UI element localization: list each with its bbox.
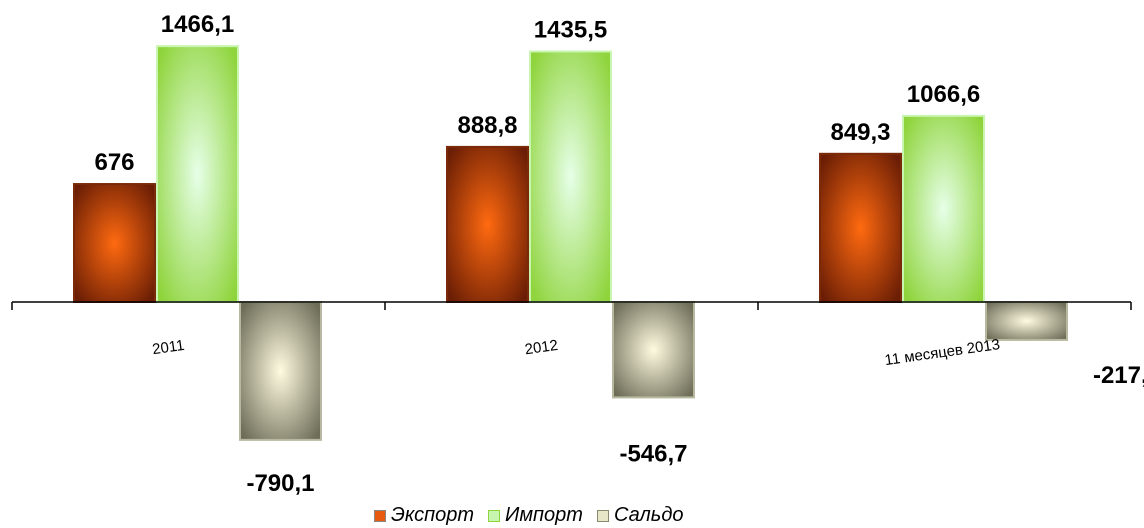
data-label-saldo-2011: -790,1	[246, 470, 314, 497]
legend-swatch-import	[488, 509, 501, 522]
data-label-saldo-2012: -546,7	[619, 440, 687, 467]
legend-swatch-export	[374, 509, 386, 522]
legend-label-export: Экспорт	[391, 504, 475, 526]
bar-chart: 676 1466,1 -790,1 2011 888,8 1435,5 -546,7 2012…	[11, 11, 1144, 497]
legend-item-export: Экспорт	[374, 504, 474, 527]
bar-export-2011	[73, 183, 156, 303]
legend: Экспорт Импорт Сальдо	[374, 504, 684, 527]
data-label-import-2011: 1466,1	[161, 11, 234, 38]
legend-label-import: Импорт	[505, 504, 583, 526]
legend-label-saldo: Сальдо	[613, 504, 684, 526]
data-label-import-2012: 1435,5	[534, 17, 607, 44]
bar-import-2012	[529, 50, 612, 303]
bar-import-2011	[156, 45, 239, 304]
category-label-2011: 2011	[151, 337, 185, 358]
bar-export-2013	[819, 152, 902, 303]
data-label-import-2013: 1066,6	[907, 81, 980, 108]
data-label-export-2011: 676	[94, 149, 134, 176]
legend-swatch-saldo	[596, 509, 609, 522]
data-label-export-2012: 888,8	[457, 112, 517, 139]
bar-export-2012	[446, 145, 529, 303]
data-label-export-2013: 849,3	[830, 119, 890, 146]
legend-item-import: Импорт	[488, 504, 583, 527]
bar-saldo-2013	[985, 301, 1068, 341]
category-label-2012: 2012	[524, 337, 559, 358]
legend-item-saldo: Сальдо	[596, 504, 684, 527]
category-label-2013: 11 месяцев 2013	[884, 336, 1002, 369]
bar-import-2013	[902, 114, 985, 304]
bar-saldo-2011	[239, 301, 322, 441]
bar-saldo-2012	[612, 301, 695, 399]
data-label-saldo-2013: -217,3	[1093, 362, 1144, 389]
